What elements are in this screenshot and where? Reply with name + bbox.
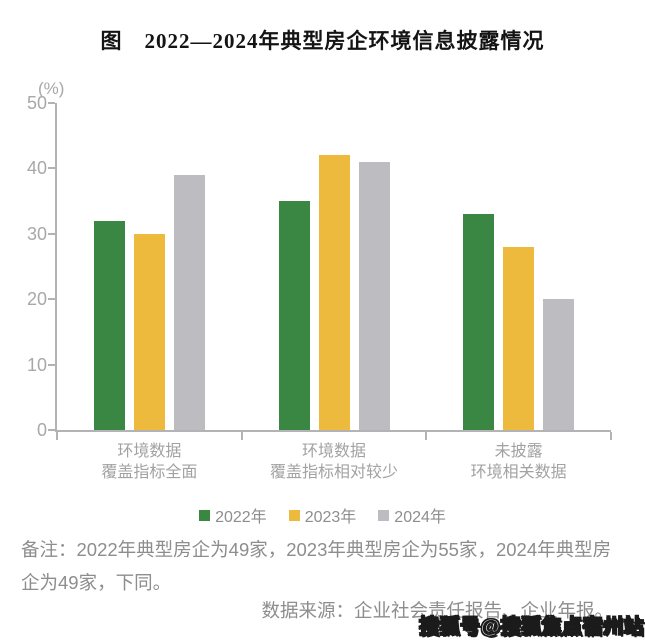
legend-item-2024年: 2024年 xyxy=(378,503,446,527)
chart-title: 图 2022—2024年典型房企环境信息披露情况 xyxy=(100,29,545,53)
x-axis-category-label: 环境数据 覆盖指标全面 xyxy=(101,443,198,481)
y-axis-tick xyxy=(48,232,55,235)
y-axis-tick xyxy=(48,167,55,170)
legend-swatch xyxy=(288,509,300,521)
chart-legend: 2022年 2023年 2024年 xyxy=(0,503,645,527)
legend-label: 2024年 xyxy=(394,509,446,526)
bar-2023年-未披露 xyxy=(503,246,535,430)
y-axis-tick xyxy=(48,363,55,366)
x-axis-category-label: 环境数据 覆盖指标相对较少 xyxy=(269,443,398,481)
bar-2024年-环境数据 xyxy=(173,174,205,430)
watermark: 搜狐号@搜狐焦点宿州站 xyxy=(418,616,644,639)
y-axis-tick xyxy=(48,298,55,301)
x-axis-tick xyxy=(240,432,243,440)
data-source: 数据来源：企业社会责任报告、企业年报。 xyxy=(261,600,613,621)
legend-item-2022年: 2022年 xyxy=(199,503,267,527)
legend-label: 2022年 xyxy=(215,509,267,526)
y-axis-tick xyxy=(48,102,55,104)
legend-swatch xyxy=(199,509,211,521)
legend-swatch xyxy=(378,509,390,521)
y-axis-tick-label: 50 xyxy=(26,93,47,113)
y-axis-line xyxy=(55,103,57,432)
y-axis-tick xyxy=(48,429,55,431)
y-axis-tick-label: 20 xyxy=(26,289,47,310)
x-axis-tick xyxy=(56,432,58,440)
x-axis-tick xyxy=(425,432,428,440)
y-axis-tick-label: 0 xyxy=(36,420,47,440)
x-axis-category-label: 未披露 环境相关数据 xyxy=(470,443,567,481)
y-axis-unit-label: (%) xyxy=(38,79,65,98)
x-axis-line xyxy=(55,430,611,432)
bar-2024年-未披露 xyxy=(543,299,575,430)
bar-2023年-环境数据 xyxy=(133,233,165,430)
y-axis-tick-label: 30 xyxy=(26,223,47,244)
bar-2022年-环境数据 xyxy=(93,220,125,430)
legend-label: 2023年 xyxy=(304,509,357,526)
y-axis-tick-label: 10 xyxy=(26,354,47,375)
legend-item-2023年: 2023年 xyxy=(288,503,357,527)
bar-2022年-未披露 xyxy=(463,214,495,430)
x-axis-tick xyxy=(610,432,612,440)
footnote: 备注：2022年典型房企为49家，2023年典型房企为55家，2024年典型房企… xyxy=(21,539,612,593)
bar-2022年-环境数据 xyxy=(278,201,310,430)
bar-2024年-环境数据 xyxy=(358,161,390,430)
bar-2023年-环境数据 xyxy=(318,155,350,430)
y-axis-tick-label: 40 xyxy=(26,158,47,179)
